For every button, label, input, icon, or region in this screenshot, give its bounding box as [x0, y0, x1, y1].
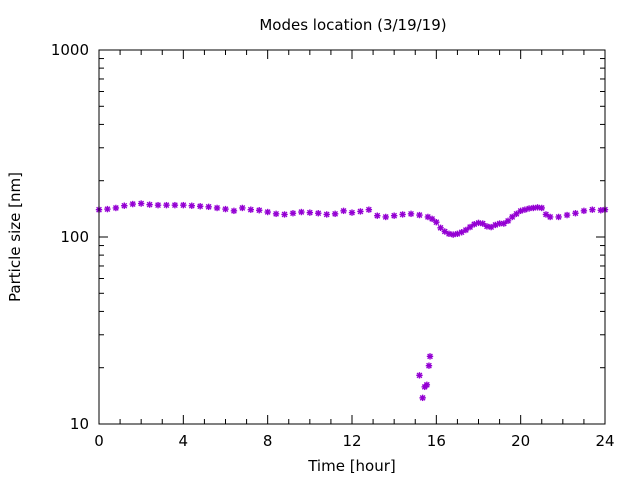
- data-point: [289, 210, 297, 217]
- axis-tick-labels: 0 4 8 12 16 20 24 10 100 1000: [51, 41, 615, 450]
- data-point: [230, 207, 238, 215]
- data-point: [399, 211, 406, 218]
- x-tick-label: 20: [511, 432, 530, 450]
- data-point: [555, 213, 562, 221]
- data-point: [426, 353, 434, 360]
- y-axis-label: Particle size [nm]: [6, 172, 24, 302]
- data-point: [188, 202, 195, 209]
- data-point: [306, 209, 314, 216]
- data-point: [546, 213, 554, 221]
- data-point: [281, 211, 288, 218]
- data-point: [445, 230, 453, 238]
- data-point: [315, 210, 322, 217]
- data-point: [374, 212, 381, 219]
- chart-title: Modes location (3/19/19): [259, 16, 446, 34]
- data-point: [331, 210, 339, 218]
- data-point: [538, 204, 545, 212]
- data-point: [513, 210, 520, 218]
- data-point: [112, 204, 120, 212]
- data-point: [365, 206, 373, 213]
- x-tick-label: 0: [94, 432, 104, 450]
- data-point: [180, 201, 187, 209]
- data-point: [205, 203, 212, 211]
- x-tick-label: 12: [342, 432, 361, 450]
- data-point: [298, 208, 305, 216]
- data-point: [197, 203, 204, 210]
- data-point: [572, 210, 579, 217]
- data-point: [462, 226, 470, 234]
- data-point: [419, 394, 426, 402]
- data-point: [407, 210, 415, 218]
- axis-ticks: [98, 50, 606, 425]
- data-point: [272, 210, 280, 218]
- data-point: [466, 223, 474, 231]
- data-point: [382, 213, 389, 221]
- data-point: [483, 223, 491, 230]
- data-point: [256, 207, 263, 214]
- data-point: [563, 211, 571, 219]
- data-point: [589, 206, 596, 213]
- data-point: [450, 231, 457, 238]
- data-point: [163, 201, 170, 209]
- data-point: [323, 211, 330, 218]
- plot-frame: [98, 49, 606, 425]
- data-point: [146, 201, 153, 208]
- data-point: [441, 228, 448, 235]
- data-point: [357, 208, 364, 215]
- data-point: [154, 201, 162, 209]
- data-point: [425, 362, 433, 369]
- data-point: [171, 201, 179, 209]
- data-point: [509, 213, 516, 221]
- data-point: [264, 208, 271, 216]
- data-point: [479, 220, 486, 227]
- x-tick-label: 8: [263, 432, 273, 450]
- data-point: [239, 204, 246, 212]
- data-point: [137, 200, 145, 207]
- data-point: [433, 218, 440, 226]
- data-point: [340, 207, 347, 215]
- x-tick-label: 24: [595, 432, 614, 450]
- data-point: [104, 205, 111, 213]
- data-point: [423, 381, 431, 389]
- data-point: [247, 206, 254, 213]
- data-points: [95, 200, 609, 402]
- data-point: [222, 205, 229, 213]
- y-tick-label: 1000: [51, 41, 89, 59]
- data-point: [504, 217, 512, 225]
- x-tick-label: 16: [427, 432, 446, 450]
- data-point: [580, 207, 588, 215]
- data-point: [121, 202, 128, 209]
- y-tick-label: 100: [60, 228, 89, 246]
- data-point: [129, 200, 136, 208]
- x-axis-label: Time [hour]: [307, 457, 396, 475]
- data-point: [521, 206, 529, 213]
- y-tick-label: 10: [70, 415, 89, 433]
- data-point: [390, 212, 398, 219]
- data-point: [487, 223, 495, 231]
- data-point: [213, 204, 221, 212]
- data-point: [416, 372, 423, 379]
- x-tick-label: 4: [179, 432, 189, 450]
- data-point: [416, 211, 423, 219]
- data-point: [348, 209, 356, 216]
